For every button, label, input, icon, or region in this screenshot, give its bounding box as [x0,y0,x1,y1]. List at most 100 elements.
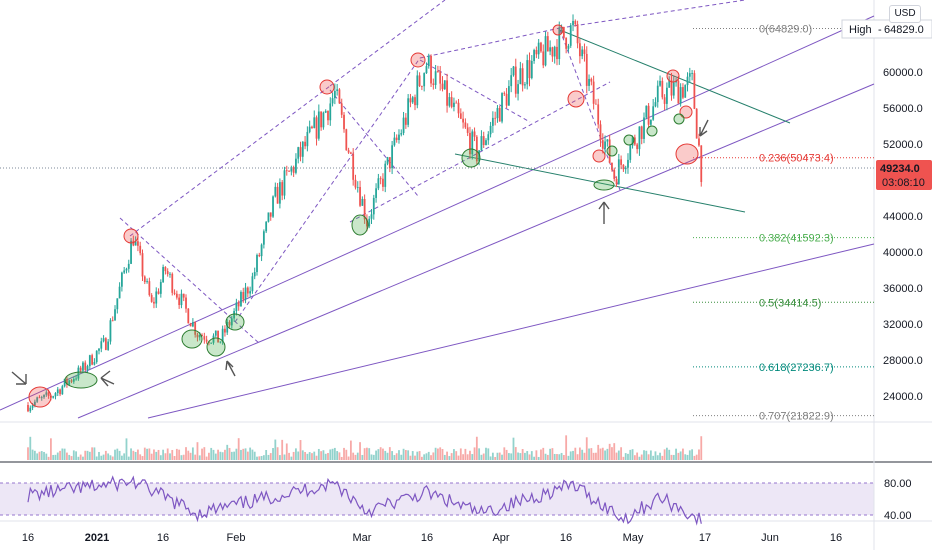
volume-bar [203,447,206,460]
volume-bar [592,452,595,460]
volume-bar [578,447,581,460]
candle-body [171,273,174,293]
candle-body [219,341,222,343]
price-tag-value: 49234.0 [880,163,920,175]
candle-body [620,159,623,165]
volume-bar [498,452,501,460]
candle-body [221,328,224,342]
candle-body [251,276,254,292]
candle-body [134,241,137,246]
candle-body [313,117,316,129]
volume-bar [143,447,146,460]
candle-body [375,188,377,198]
candle-body [448,97,451,106]
volume-bar [457,455,460,460]
volume-bar [473,447,476,460]
volume-bar [292,451,295,460]
volume-bar [487,448,490,460]
candle-body [182,293,185,298]
drawings[interactable] [0,0,875,419]
candle-body [226,321,229,333]
candle-body [164,267,167,272]
candle-body [120,272,123,287]
volume-bar [672,454,675,460]
candle-body [311,126,313,129]
volume-bar [340,456,343,460]
high-marker [666,69,680,83]
candle-body [109,320,112,342]
volume-bar [375,450,377,460]
time-axis[interactable]: 16 2021 16 Feb Mar 16 Apr 16 May 17 Jun 16 [22,532,842,544]
volume-bar [43,451,45,460]
volume-bar [205,456,208,460]
volume-bar [620,447,623,460]
candle-body [604,141,606,149]
candle-body [36,397,39,402]
price-tick-label: 44000.0 [883,211,923,223]
volume-bar [187,450,190,460]
candle-body [505,93,508,106]
candle-body [478,150,481,162]
candle-body [640,126,643,139]
candle-body [45,392,48,395]
candle-body [414,97,416,106]
volume-bar [327,452,329,460]
trendline-long-term [147,243,875,419]
volume-bar [212,449,215,460]
candle-body [33,401,36,406]
candle-body [104,338,107,350]
candle-body [61,386,64,395]
high-value: 64829.0 [884,24,924,36]
volume-bar [466,454,469,460]
candle-body [565,37,568,49]
volume-bar [679,451,682,460]
candle-body [462,118,464,123]
volume-bar [246,451,249,460]
volume-bar [475,436,478,460]
volume-bar [416,451,419,460]
high-marker [675,143,699,165]
volume-bar [427,451,430,460]
fib-retracement[interactable]: 0(64829.0) 0.236(50473.4) 0.382(41592.3) 0.… [693,24,874,423]
candle-body [198,335,201,338]
candle-body [315,117,318,139]
candle-body [654,102,657,107]
candle-body [290,167,293,172]
candle-body [262,231,265,245]
candle-body [400,132,403,135]
volume-bar [514,447,517,460]
price-tick-label: 36000.0 [883,283,923,295]
candle-body [508,86,510,106]
volume-bar [251,449,254,460]
candle-body [173,292,176,294]
volume-bar [386,452,389,460]
volume-bar [526,451,529,460]
volume-bar [162,449,165,460]
volume-bar [84,450,87,460]
candle-body [562,26,565,38]
currency-button[interactable]: USD [889,5,921,23]
volume-bar [329,449,332,460]
volume-bar [301,450,304,460]
volume-bar [118,450,121,460]
volume-bar [420,456,423,460]
volume-bar [269,453,272,460]
volume-bar [595,452,597,460]
volume-bar [485,447,487,460]
candle-body [269,212,272,217]
volume-bar [590,448,593,460]
volume-bar [407,450,410,460]
volume-bar [654,451,657,460]
annotations[interactable] [11,24,709,408]
volume-bar [643,450,645,460]
candle-body [327,110,329,121]
volume-bar [384,450,387,460]
volume-bar [549,448,552,460]
volume-bar [72,450,75,460]
candle-body [659,80,661,86]
volume-bar [656,455,659,460]
high-marker [28,386,52,408]
candle-body [572,20,574,26]
candle-body [670,80,673,96]
